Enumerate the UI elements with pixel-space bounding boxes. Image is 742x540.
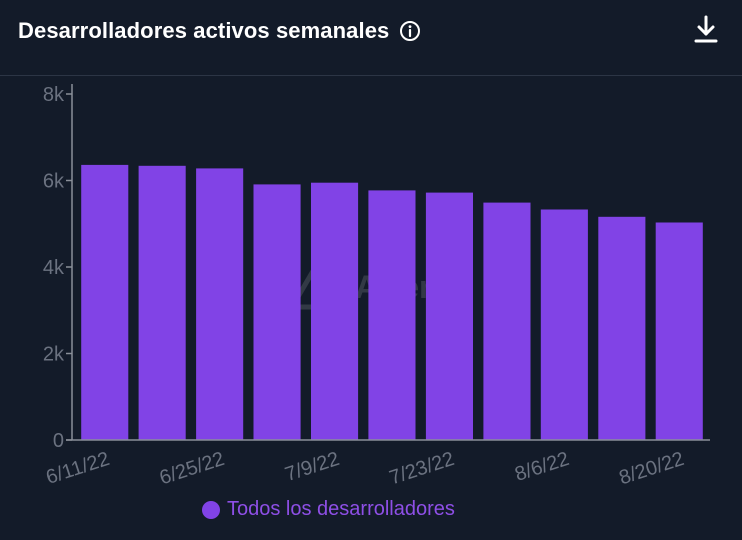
bar — [253, 184, 301, 440]
bar — [138, 165, 186, 441]
legend-item-todos[interactable]: Todos los desarrolladores — [202, 498, 455, 521]
x-tick-label: 8/6/22 — [512, 448, 572, 486]
bar — [655, 222, 703, 440]
x-tick-label: 7/23/22 — [387, 448, 457, 490]
chart-header: Desarrolladores activos semanales — [0, 0, 742, 76]
bar — [598, 216, 646, 440]
title-wrap: Desarrolladores activos semanales — [18, 18, 421, 44]
bar-chart: Artemis02k4k6k8k6/11/226/25/227/9/227/23… — [43, 84, 710, 490]
bar — [368, 190, 416, 440]
legend-label: Todos los desarrolladores — [227, 498, 455, 520]
y-tick-label: 2k — [43, 344, 65, 366]
chart-title: Desarrolladores activos semanales — [18, 18, 390, 43]
bar — [81, 164, 129, 440]
y-tick-label: 0 — [53, 430, 64, 452]
x-tick-label: 7/9/22 — [282, 448, 342, 486]
bar — [425, 192, 473, 440]
x-tick-label: 8/20/22 — [617, 448, 687, 490]
x-tick-label: 6/11/22 — [43, 448, 112, 489]
y-tick-label: 4k — [43, 257, 65, 279]
bar — [311, 182, 359, 440]
bar — [540, 209, 588, 440]
bar — [196, 168, 244, 440]
legend-swatch — [202, 500, 220, 519]
y-tick-label: 6k — [43, 171, 65, 193]
bar — [483, 202, 531, 440]
y-tick-label: 8k — [43, 84, 65, 106]
x-tick-label: 6/25/22 — [157, 448, 227, 490]
download-icon[interactable] — [690, 14, 722, 46]
info-circle-icon[interactable] — [399, 20, 421, 42]
